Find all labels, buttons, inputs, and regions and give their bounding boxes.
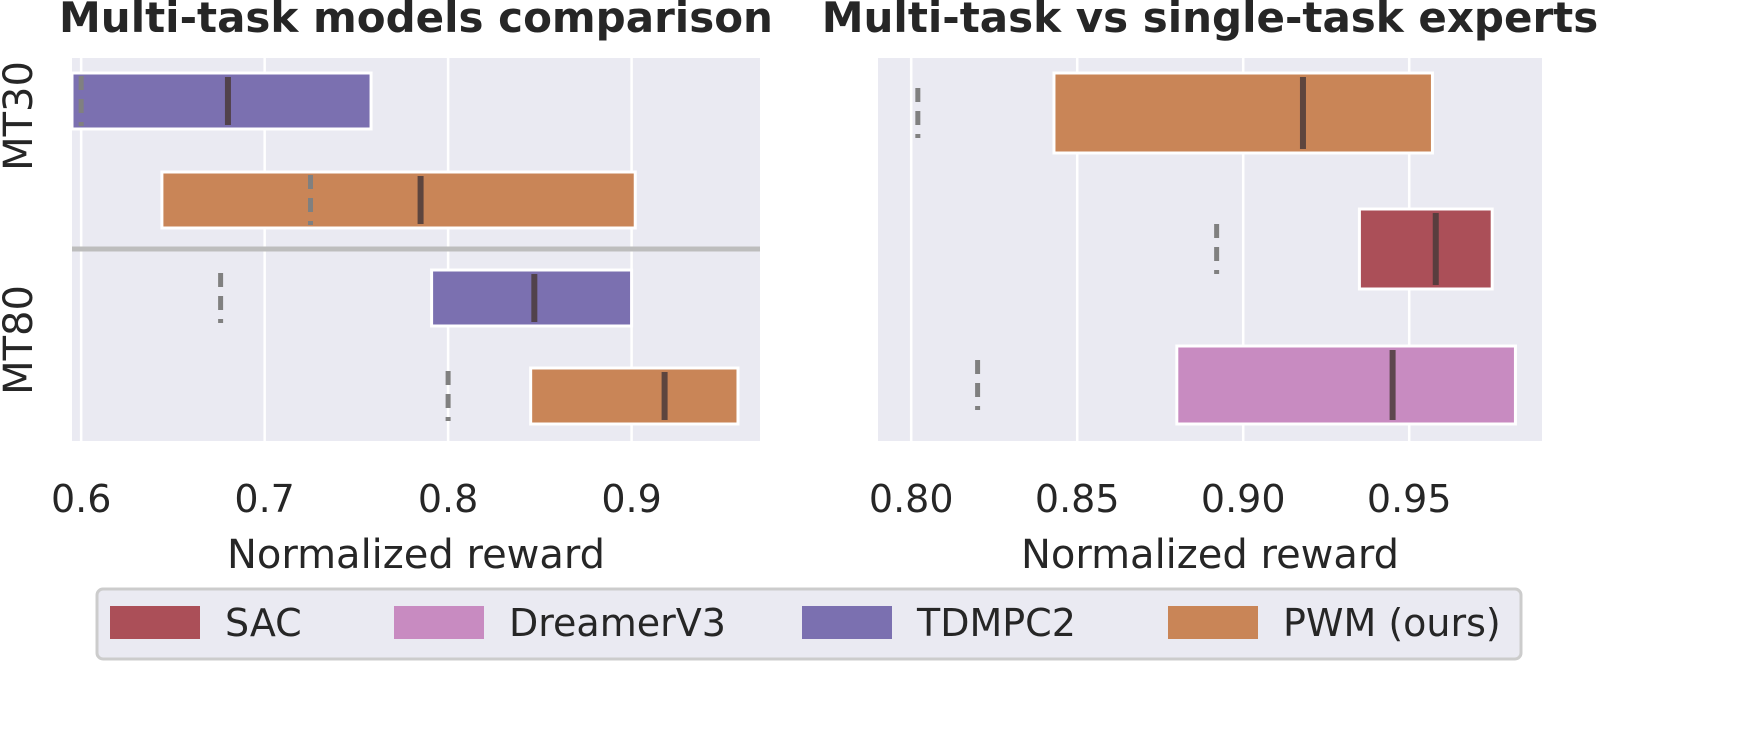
left-tick-labels: 0.6 0.7 0.8 0.9 [51,477,662,521]
group-label-mt30: MT30 [0,61,42,171]
right-chart-title: Multi-task vs single-task experts [822,0,1599,42]
right-tick-labels: 0.80 0.85 0.90 0.95 [869,477,1452,521]
right-panel: 0.80 0.85 0.90 0.95 Multi-task vs single-ta… [822,0,1599,578]
legend-swatch [802,606,892,639]
bar [1357,207,1494,291]
x-tick-label: 0.80 [869,477,954,521]
group-label-mt80: MT80 [0,285,42,395]
bar [1052,71,1434,155]
legend-items: SAC DreamerV3 TDMPC2 PWM (ours) [110,601,1501,645]
right-x-axis-label: Normalized reward [1021,532,1399,578]
left-chart-title: Multi-task models comparison [59,0,773,42]
x-tick-label: 0.7 [234,477,294,521]
legend-label: PWM (ours) [1283,601,1501,645]
legend-swatch [1168,606,1258,639]
x-tick-label: 0.85 [1035,477,1120,521]
bar [160,170,637,230]
x-tick-label: 0.9 [601,477,661,521]
bar [529,366,740,426]
legend-label: DreamerV3 [509,601,726,645]
x-tick-label: 0.95 [1367,477,1452,521]
x-tick-label: 0.6 [51,477,111,521]
legend-swatch [110,606,200,639]
left-x-axis-label: Normalized reward [227,532,605,578]
bar [1175,344,1517,426]
x-tick-label: 0.90 [1201,477,1286,521]
legend-label: SAC [225,601,302,645]
x-tick-label: 0.8 [418,477,478,521]
legend-swatch [394,606,484,639]
right-bars [915,71,1517,426]
left-bars [70,71,760,426]
left-panel: 0.6 0.7 0.8 0.9 Multi-task models compariso… [0,0,773,578]
legend-label: TDMPC2 [916,601,1076,645]
legend: SAC DreamerV3 TDMPC2 PWM (ours) [95,587,1523,661]
bar [70,71,373,131]
